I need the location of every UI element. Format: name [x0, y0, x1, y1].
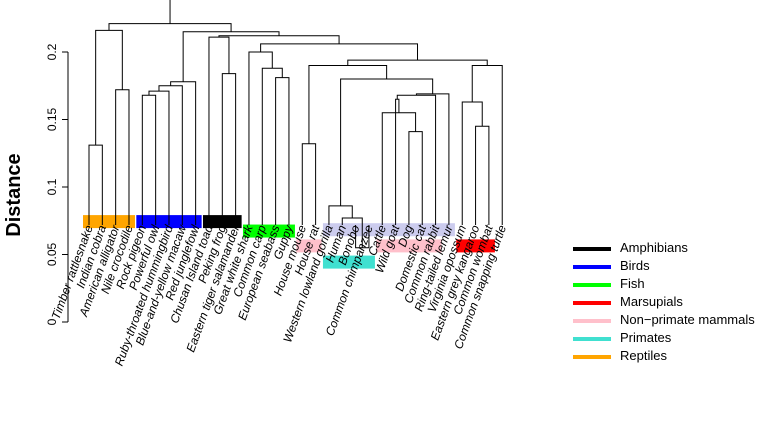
dendrogram-branch-m4	[141, 94, 157, 225]
legend-item: Fish	[573, 276, 763, 294]
legend-label: Reptiles	[620, 348, 667, 363]
group-band-6	[376, 239, 442, 253]
dendrogram-branch-m20	[396, 94, 437, 225]
dendrogram-branch-m23	[308, 65, 388, 144]
dendrogram-branch-m15	[328, 205, 353, 225]
legend-swatch	[573, 355, 611, 359]
dendrogram-branch-m30	[182, 31, 280, 82]
dendrogram-branch-m24	[475, 125, 490, 225]
legend-item: Birds	[573, 258, 763, 276]
y-tick-label: 0.2	[45, 43, 59, 60]
dendrogram-branch-m8	[221, 73, 237, 225]
legend-swatch	[573, 265, 611, 269]
dendrogram-branch-m27	[347, 59, 488, 66]
dendrogram-branch-m11	[261, 67, 283, 225]
dendrogram-branch-m31	[108, 23, 232, 32]
dendrogram-branch-m17	[408, 131, 423, 225]
dendrogram-branch-m21	[415, 93, 450, 225]
y-axis-label: Distance	[3, 153, 25, 236]
dendrogram-branch-m2	[115, 89, 130, 225]
dendrogram-branch-m10	[275, 77, 290, 225]
dendrogram-branch-m22	[340, 78, 434, 206]
dendrogram-branch-m12	[248, 51, 273, 225]
dendrogram-branch-m26	[471, 65, 503, 225]
dendrogram-branch-m6	[158, 85, 183, 225]
legend-swatch	[573, 301, 611, 305]
legend-swatch	[573, 319, 611, 323]
legend-label: Fish	[620, 276, 645, 291]
y-tick-label: 0	[45, 318, 59, 325]
dendrogram-branch-m16	[301, 143, 317, 225]
dendrogram-branch-m9	[208, 36, 230, 225]
legend: Amphibians Birds Fish Marsupials Non−primate…	[573, 240, 763, 366]
y-tick-label: 0.15	[45, 107, 59, 131]
legend-item: Primates	[573, 330, 763, 348]
dendrogram-branch-m18	[381, 112, 417, 225]
dendrogram-branch-m3	[95, 29, 123, 146]
dendrogram-branch-m28	[260, 43, 419, 61]
legend-swatch	[573, 247, 611, 251]
dendrogram-branch-m25	[461, 101, 483, 225]
group-band-5	[322, 255, 375, 269]
y-tick-label: 0.1	[45, 178, 59, 195]
dendrogram-branch-m19	[395, 98, 400, 225]
dendrogram-branch-m1	[88, 144, 103, 225]
dendrogram-branch-m29	[218, 35, 340, 44]
legend-label: Marsupials	[620, 294, 683, 309]
legend-item: Reptiles	[573, 348, 763, 366]
y-tick-label: 0.05	[45, 242, 59, 266]
legend-swatch	[573, 337, 611, 341]
legend-swatch	[573, 283, 611, 287]
dendrogram-branch-m5	[148, 90, 170, 225]
legend-label: Amphibians	[620, 240, 688, 255]
group-band-4	[296, 239, 322, 253]
dendrogram-branch-m7	[170, 81, 197, 225]
legend-label: Non−primate mammals	[620, 312, 755, 327]
legend-label: Primates	[620, 330, 672, 345]
legend-label: Birds	[620, 258, 650, 273]
legend-item: Non−primate mammals	[573, 312, 763, 330]
group-band-3	[242, 224, 295, 238]
group-band-0	[83, 215, 135, 229]
group-band-7	[456, 239, 495, 253]
legend-item: Amphibians	[573, 240, 763, 258]
legend-item: Marsupials	[573, 294, 763, 312]
